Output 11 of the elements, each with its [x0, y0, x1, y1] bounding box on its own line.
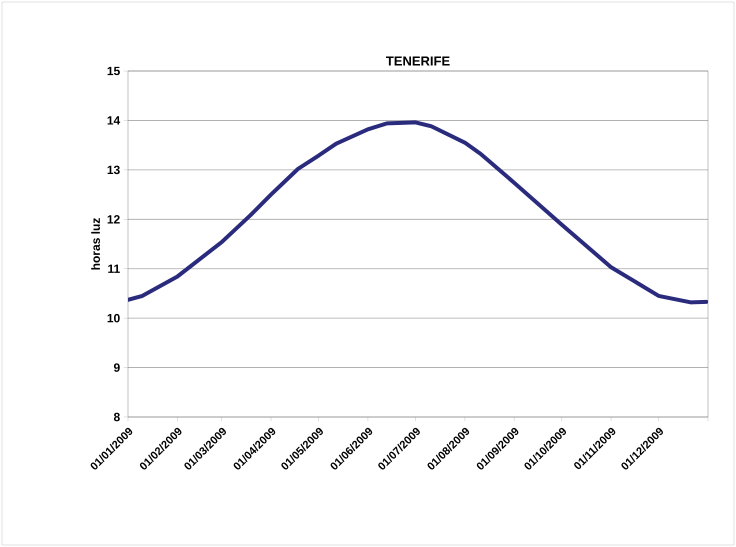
y-tick-label: 14 [108, 116, 120, 125]
y-tick-label: 12 [108, 215, 120, 224]
y-tick-label: 9 [114, 363, 120, 372]
chart-title: TENERIFE [386, 56, 450, 66]
y-tick-label: 8 [114, 412, 120, 422]
y-tick-label: 11 [108, 264, 120, 273]
line-series [128, 120, 708, 304]
y-tick-label: 13 [108, 166, 120, 174]
y-tick-label: 10 [108, 314, 120, 322]
y-axis-title: horas luz [91, 218, 100, 270]
y-tick-label: 15 [108, 66, 120, 76]
